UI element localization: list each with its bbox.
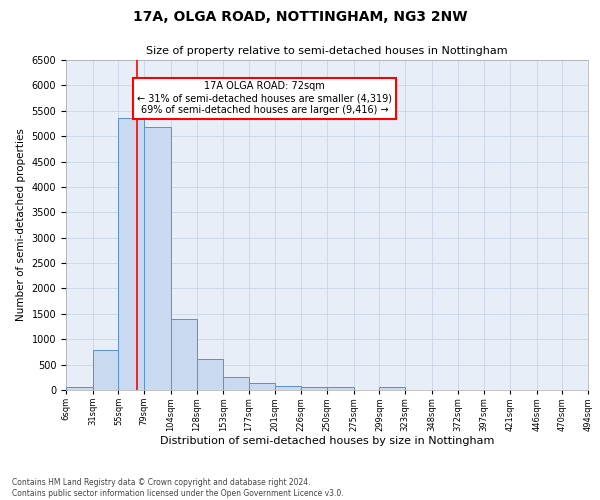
X-axis label: Distribution of semi-detached houses by size in Nottingham: Distribution of semi-detached houses by … (160, 436, 494, 446)
Text: 17A, OLGA ROAD, NOTTINGHAM, NG3 2NW: 17A, OLGA ROAD, NOTTINGHAM, NG3 2NW (133, 10, 467, 24)
Bar (223, 378, 249, 390)
Bar (301, 387, 327, 390)
Bar (93, 350, 118, 390)
Bar (66, 386, 93, 390)
Y-axis label: Number of semi-detached properties: Number of semi-detached properties (16, 128, 26, 322)
Bar (379, 386, 405, 390)
Title: Size of property relative to semi-detached houses in Nottingham: Size of property relative to semi-detach… (146, 46, 508, 56)
Bar (171, 319, 197, 390)
Bar (118, 118, 144, 390)
Bar (197, 358, 223, 390)
Bar (327, 387, 354, 390)
Text: 17A OLGA ROAD: 72sqm
← 31% of semi-detached houses are smaller (4,319)
69% of se: 17A OLGA ROAD: 72sqm ← 31% of semi-detac… (137, 82, 392, 114)
Bar (249, 384, 275, 390)
Bar (275, 386, 301, 390)
Text: Contains HM Land Registry data © Crown copyright and database right 2024.
Contai: Contains HM Land Registry data © Crown c… (12, 478, 344, 498)
Bar (144, 127, 171, 390)
